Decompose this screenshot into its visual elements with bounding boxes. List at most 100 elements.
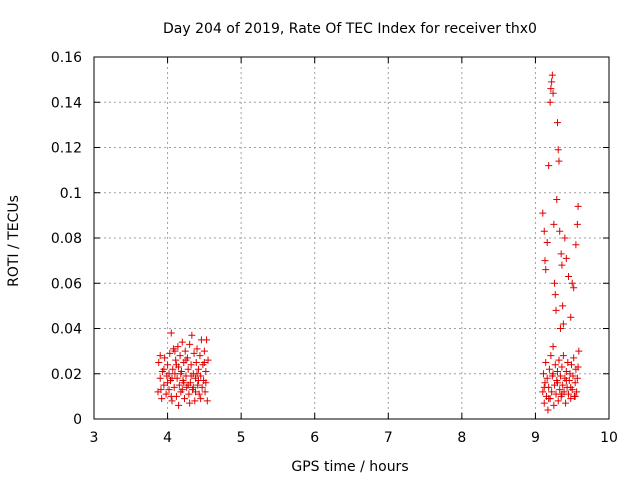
data-point: [545, 395, 553, 403]
data-point: [170, 383, 178, 391]
data-point: [567, 395, 575, 403]
x-axis-label: GPS time / hours: [291, 459, 408, 475]
data-point: [556, 227, 564, 235]
data-point: [546, 98, 554, 106]
data-point: [571, 379, 579, 387]
data-point: [158, 395, 166, 403]
data-point: [182, 356, 190, 364]
data-point: [541, 379, 549, 387]
y-tick-label: 0.1: [60, 186, 82, 202]
data-point: [556, 372, 564, 380]
data-point: [568, 279, 576, 287]
data-point: [192, 358, 200, 366]
data-point: [200, 347, 208, 355]
data-point: [565, 390, 573, 398]
data-point: [156, 374, 164, 382]
data-point: [552, 390, 560, 398]
x-tick-label: 10: [600, 430, 618, 446]
data-point: [548, 71, 556, 79]
data-point: [178, 386, 186, 394]
data-point: [186, 340, 194, 348]
data-point: [160, 381, 168, 389]
data-point: [181, 347, 189, 355]
data-point: [545, 365, 553, 373]
data-point: [553, 196, 561, 204]
axis-ticks: 3 4 5 6 7 8 9 10 0 0.02 0.04 0.06 0.08 0.1 0.12 0.14 0.1…: [51, 50, 618, 446]
data-point: [164, 379, 172, 387]
data-point: [559, 352, 567, 360]
data-point: [193, 345, 201, 353]
data-point: [548, 78, 556, 86]
data-point: [540, 383, 548, 391]
data-point: [559, 381, 567, 389]
data-point: [164, 361, 172, 369]
data-point: [562, 377, 570, 385]
data-point: [171, 370, 179, 378]
data-point: [562, 367, 570, 375]
data-point: [197, 395, 205, 403]
data-point: [549, 370, 557, 378]
data-point: [552, 306, 560, 314]
x-tick-label: 7: [384, 430, 393, 446]
data-point: [548, 388, 556, 396]
data-point: [573, 388, 581, 396]
data-point: [175, 401, 183, 409]
data-point: [180, 395, 188, 403]
y-tick-label: 0.06: [51, 276, 82, 292]
data-point: [570, 354, 578, 362]
data-point: [184, 381, 192, 389]
data-point: [572, 241, 580, 249]
data-point: [190, 349, 198, 357]
data-point: [191, 397, 199, 405]
data-point: [551, 291, 559, 299]
data-point: [554, 146, 562, 154]
data-point: [195, 390, 203, 398]
data-point: [175, 381, 183, 389]
data-point: [555, 356, 563, 364]
data-point: [167, 329, 175, 337]
data-point: [155, 358, 163, 366]
data-point: [176, 352, 184, 360]
data-point: [196, 352, 204, 360]
data-point: [567, 383, 575, 391]
data-point: [201, 388, 209, 396]
data-point: [543, 374, 551, 382]
data-point: [558, 363, 566, 371]
data-point: [573, 220, 581, 228]
data-point: [539, 209, 547, 217]
x-tick-label: 9: [531, 430, 540, 446]
data-point: [194, 377, 202, 385]
data-point: [556, 386, 564, 394]
data-point: [194, 365, 202, 373]
data-point: [165, 370, 173, 378]
data-point: [575, 347, 583, 355]
y-tick-label: 0: [73, 412, 82, 428]
data-point: [171, 347, 179, 355]
data-point: [555, 157, 563, 165]
x-tick-label: 4: [163, 430, 172, 446]
data-point: [562, 399, 570, 407]
data-point: [545, 162, 553, 170]
data-point: [556, 325, 564, 332]
data-point: [184, 365, 192, 373]
data-point: [187, 372, 195, 380]
data-point: [554, 367, 561, 375]
y-axis-label: ROTI / TECUs: [6, 195, 22, 287]
data-point: [203, 336, 211, 344]
data-point: [559, 302, 567, 310]
data-point: [574, 363, 582, 371]
data-point: [177, 370, 185, 378]
data-point: [558, 261, 566, 269]
y-tick-label: 0.02: [51, 367, 82, 383]
x-tick-label: 3: [90, 430, 99, 446]
data-point: [187, 361, 195, 369]
data-point: [185, 390, 193, 398]
data-point: [570, 284, 578, 292]
x-tick-label: 6: [310, 430, 319, 446]
data-point: [557, 250, 565, 258]
data-point: [549, 343, 557, 351]
data-point: [554, 397, 562, 405]
data-point: [180, 379, 188, 387]
x-tick-label: 8: [457, 430, 466, 446]
